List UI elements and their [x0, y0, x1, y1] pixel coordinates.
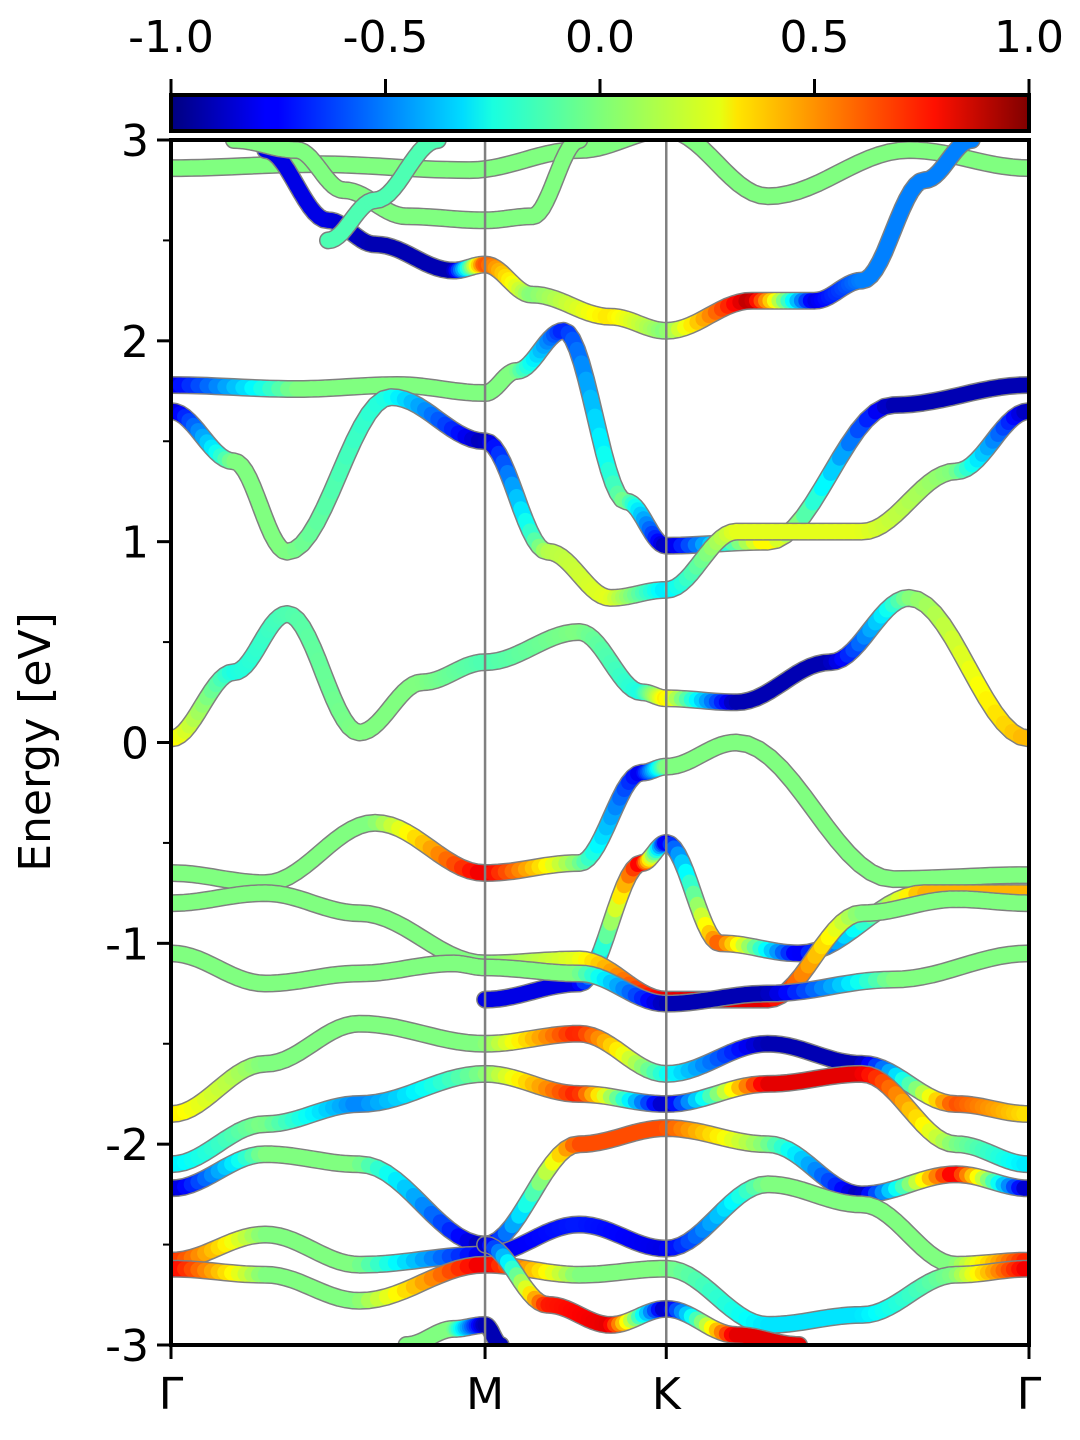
bands [171, 140, 1029, 1345]
colorbar: -1.0 -0.5 0.0 0.5 1.0 [128, 12, 1064, 133]
y-tick-label: 0 [121, 719, 149, 770]
plot-area: -3 -2 -1 0 1 2 3 Γ M K Γ Energy [eV] [10, 116, 1042, 1420]
colorbar-tick-label: -0.5 [343, 12, 429, 63]
band-1 [256, 140, 981, 340]
y-axis-title: Energy [eV] [10, 612, 61, 872]
band-7 [171, 733, 1029, 893]
high-symmetry-lines [483, 140, 668, 1345]
y-tick-label: 1 [121, 518, 149, 569]
band-16 [476, 1235, 809, 1345]
band-segment [621, 140, 642, 146]
band-3 [319, 140, 447, 250]
y-tick-label: -3 [105, 1321, 149, 1372]
y-tick-label: -2 [105, 1120, 149, 1171]
band-6 [171, 588, 1029, 748]
x-tick-label: Γ [159, 1369, 184, 1420]
colorbar-tick-label: -1.0 [128, 12, 214, 63]
y-tick-label: -1 [105, 919, 149, 970]
band-10 [171, 944, 1029, 1013]
colorbar-tick-label: 0.5 [780, 12, 850, 63]
band-2 [224, 140, 589, 230]
band-15 [171, 1255, 1029, 1334]
x-tick-label: M [466, 1369, 504, 1420]
band-segment [629, 140, 646, 144]
band-segment [677, 140, 695, 145]
colorbar-tick-label: 1.0 [994, 12, 1064, 63]
x-tick-label: K [652, 1369, 682, 1420]
x-tick-label: Γ [1017, 1369, 1042, 1420]
band-17 [397, 1315, 510, 1345]
y-tick-label: 2 [121, 317, 149, 368]
colorbar-gradient [169, 93, 1031, 133]
band-8 [476, 833, 1029, 1009]
colorbar-ticks: -1.0 -0.5 0.0 0.5 1.0 [128, 12, 1064, 95]
y-tick-label: 3 [121, 116, 149, 167]
band-11 [171, 1014, 1029, 1123]
band-13 [171, 1119, 1029, 1254]
y-ticks: -3 -2 -1 0 1 2 3 [105, 116, 171, 1372]
colorbar-tick-label: 0.0 [565, 12, 635, 63]
